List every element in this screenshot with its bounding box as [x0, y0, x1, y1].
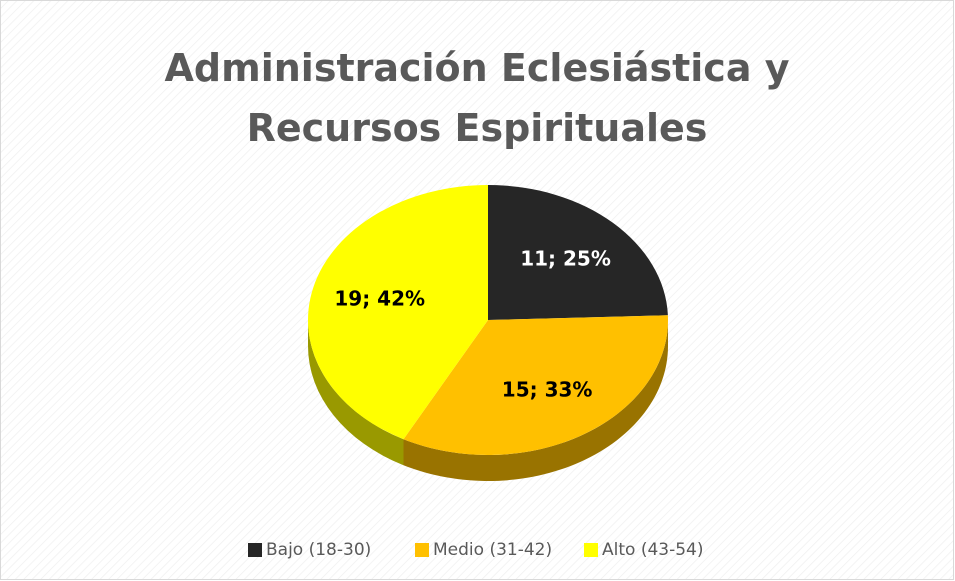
data-label: 11; 25% [520, 246, 611, 270]
legend-swatch [584, 543, 598, 557]
pie-slice [403, 315, 668, 455]
legend: Bajo (18-30) Medio (31-42) Alto (43-54) [248, 540, 704, 560]
pie-slice-side [308, 320, 404, 466]
chart-title: Administración Eclesiástica y Recursos E… [164, 46, 790, 150]
pie: 11; 25% 15; 33% 19; 42% [308, 185, 668, 482]
legend-swatch [415, 543, 429, 557]
pie-slice [308, 185, 488, 440]
data-label: 19; 42% [334, 286, 425, 310]
legend-label: Bajo (18-30) [266, 540, 371, 560]
legend-swatch [248, 543, 262, 557]
pie-slice [488, 185, 668, 320]
legend-label: Alto (43-54) [602, 540, 704, 560]
legend-label: Medio (31-42) [433, 540, 552, 560]
pie-slice-side [403, 320, 668, 482]
data-label: 15; 33% [502, 377, 593, 401]
